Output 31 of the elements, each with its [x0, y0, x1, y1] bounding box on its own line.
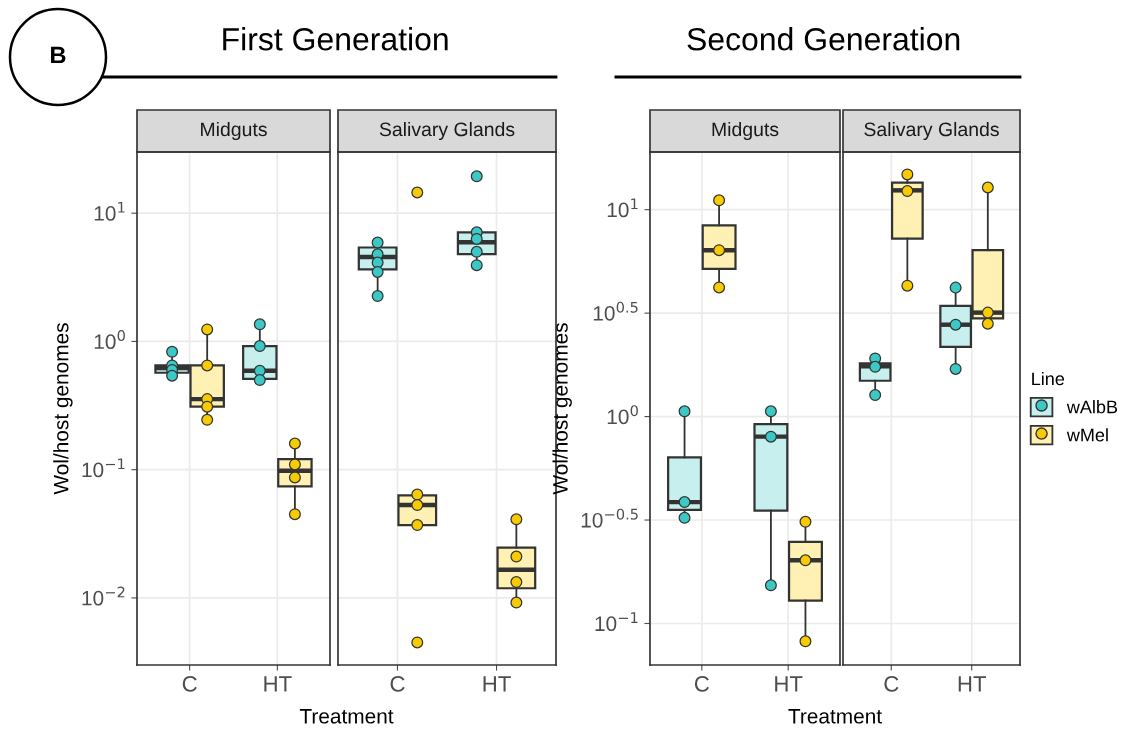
legend-title: Line: [1032, 371, 1065, 386]
legend-label: wAlbB: [1066, 400, 1118, 414]
y-tick-label: 10$^{0.5}$: [593, 301, 638, 321]
chart-title: Salivary Glands: [864, 121, 999, 141]
x-tick-label: C: [884, 676, 899, 692]
y-axis-title: Wol/host genomes: [53, 323, 73, 495]
x-axis-title: Treatment: [788, 709, 882, 724]
x-tick-label: C: [694, 676, 709, 692]
x-axis-title: Treatment: [299, 709, 394, 724]
x-tick-label: HT: [775, 676, 803, 692]
chart-title: Midguts: [712, 121, 779, 141]
y-tick-label: 10$^{−2}$: [82, 586, 125, 606]
chart-subtitle: First Generation: [223, 27, 448, 51]
text: B: [51, 46, 66, 64]
y-tick-label: 10$^{1}$: [607, 198, 638, 218]
y-tick-label: 10$^{0}$: [607, 405, 638, 425]
legend-label: wMel: [1066, 428, 1108, 442]
x-tick-label: HT: [483, 676, 511, 692]
y-tick-label: 10$^{−0.5}$: [581, 508, 638, 528]
chart-subtitle: Second Generation: [687, 27, 960, 51]
x-tick-label: HT: [264, 676, 292, 692]
x-tick-label: C: [182, 676, 197, 692]
x-tick-label: HT: [958, 676, 987, 692]
chart-title: Salivary Glands: [379, 121, 515, 141]
y-tick-label: 10$^{−1}$: [82, 458, 125, 478]
x-tick-label: C: [390, 676, 405, 692]
y-tick-label: 10$^{0}$: [94, 330, 125, 350]
y-axis-title: Wol/host genomes: [552, 323, 572, 495]
y-tick-label: 10$^{−1}$: [595, 612, 638, 632]
chart-title: Midguts: [201, 121, 267, 141]
y-tick-label: 10$^{1}$: [94, 201, 125, 221]
